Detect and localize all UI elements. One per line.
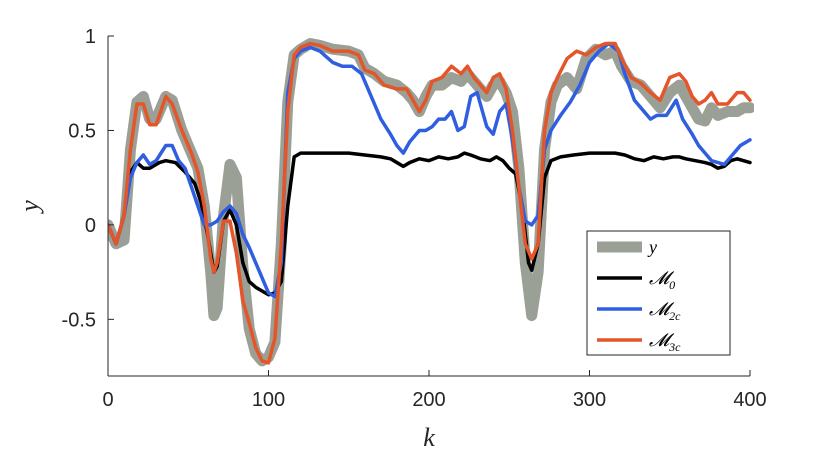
y-tick-label: 1 <box>85 26 96 48</box>
axes <box>107 35 751 377</box>
x-tick-label: 200 <box>412 389 445 411</box>
x-tick-label: 400 <box>733 389 766 411</box>
x-axis-label: k <box>423 423 435 452</box>
legend-label: 𝓜2c <box>649 299 681 323</box>
legend-label: 𝓜0 <box>649 268 675 292</box>
y-tick-label: 0 <box>85 215 96 237</box>
y-tick-label: -0.5 <box>62 309 96 331</box>
x-tick-label: 0 <box>102 389 113 411</box>
legend: y 𝓜0 𝓜2c 𝓜3c <box>586 230 731 356</box>
x-tick-label: 300 <box>573 389 606 411</box>
tick-labels: 0 100 200 300 400 -0.5 0 0.5 1 <box>62 26 767 411</box>
legend-label: 𝓜3c <box>649 330 681 354</box>
y-axis-label: y <box>15 200 44 215</box>
plot-area <box>108 38 754 367</box>
series-line-m-3c <box>108 41 752 365</box>
y-tick-label: 0.5 <box>68 120 96 142</box>
legend-label: y <box>647 237 657 257</box>
x-tick-label: 100 <box>252 389 285 411</box>
